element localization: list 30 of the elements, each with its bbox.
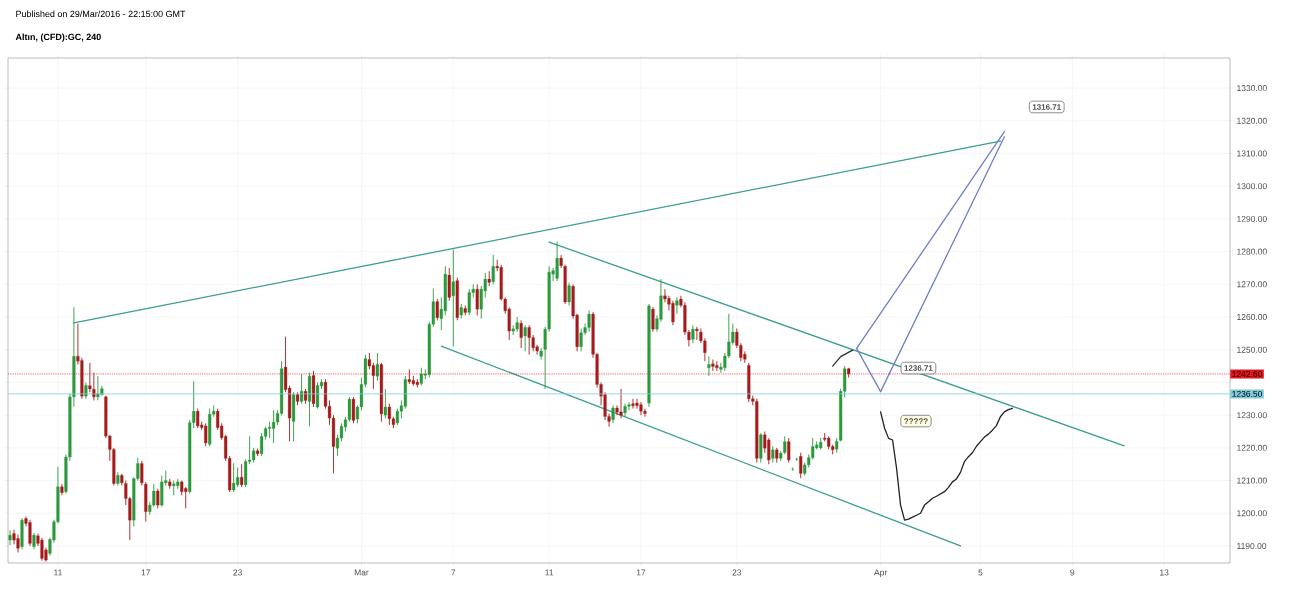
y-tick-label: 1270.00 — [1237, 281, 1267, 288]
y-tick-label: 1200.00 — [1237, 510, 1267, 517]
x-tick-label: Apr — [874, 569, 888, 578]
x-tick-label: 9 — [1070, 569, 1075, 576]
x-tick-label: 17 — [636, 569, 646, 576]
ref-line-label: 1242.60 — [1232, 370, 1262, 377]
x-tick-label: 11 — [54, 569, 62, 576]
x-tick-label: 13 — [1160, 569, 1169, 576]
x-tick-label: 5 — [978, 569, 983, 576]
y-tick-label: 1300.00 — [1237, 183, 1267, 190]
x-tick-label: 7 — [451, 569, 456, 576]
y-tick-label: 1290.00 — [1237, 215, 1267, 222]
x-tick-label: 17 — [141, 569, 151, 576]
x-tick-label: 23 — [732, 569, 742, 576]
y-tick-label: 1330.00 — [1237, 85, 1267, 92]
ref-line-label: 1236.50 — [1232, 390, 1262, 397]
y-tick-label: 1220.00 — [1237, 444, 1267, 451]
chart-title: Altın, (CFD):GC, 240 — [15, 33, 101, 42]
y-tick-label: 1190.00 — [1237, 542, 1267, 549]
chart-subtitle: Published on 29/Mar/2016 - 22:15:00 GMT — [16, 10, 186, 18]
x-tick-label: Mar — [354, 569, 369, 576]
y-tick-label: 1280.00 — [1237, 248, 1267, 255]
y-tick-label: 1250.00 — [1237, 346, 1267, 353]
y-tick-label: 1230.00 — [1237, 412, 1267, 419]
y-tick-label: 1320.00 — [1237, 117, 1267, 124]
y-tick-label: 1210.00 — [1237, 477, 1267, 484]
x-tick-label: 11 — [545, 569, 554, 576]
y-tick-label: 1260.00 — [1237, 314, 1267, 321]
y-tick-label: 1310.00 — [1237, 150, 1267, 157]
x-tick-label: 23 — [233, 569, 242, 576]
